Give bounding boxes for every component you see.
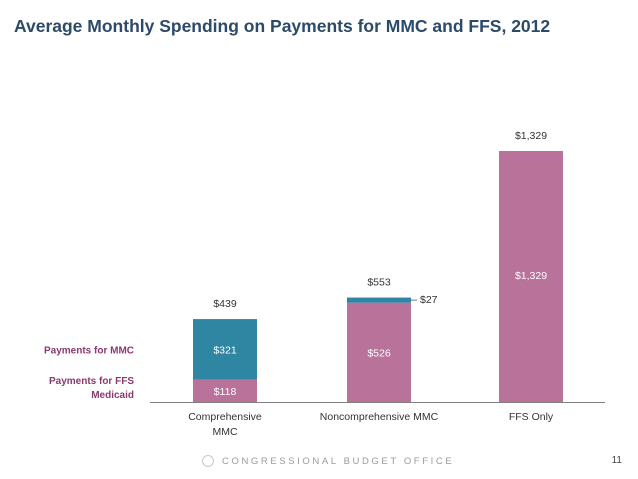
legend-label-mmc: Payments for MMC [44,345,134,356]
category-label-0-0: Comprehensive [188,411,262,423]
title-prefix: Average Monthly Spending on Payments for… [14,16,469,36]
footer: CONGRESSIONAL BUDGET OFFICE [202,455,454,467]
bar-ffs-2 [499,151,563,402]
cbo-logo-icon [202,455,214,467]
total-label-0: $439 [213,298,237,310]
category-label-0-1: MMC [212,426,237,438]
data-label-mmc-1: $27 [420,294,438,306]
legend-label-ffs: Payments for FFS [49,376,134,387]
category-label-1-0: Noncomprehensive MMC [320,411,439,423]
data-label-ffs-1: $526 [367,347,391,359]
category-label-2-0: FFS Only [509,411,554,423]
page-number: 11 [611,455,622,466]
bar-ffs-1 [347,302,411,402]
footer-text: CONGRESSIONAL BUDGET OFFICE [222,455,455,467]
bar-mmc-0 [193,319,257,380]
data-label-ffs-2: $1,329 [515,270,547,282]
legend-label-ffs: Medicaid [91,390,134,401]
data-label-ffs-0: $118 [214,386,237,398]
bar-mmc-1 [347,297,411,303]
bar-ffs-0 [193,379,257,402]
chart-title: Average Monthly Spending on Payments for… [14,16,550,37]
title-suffix: , 2012 [501,16,551,36]
total-label-1: $553 [367,277,391,289]
total-label-2: $1,329 [515,130,547,142]
title-highlight: FFS [468,16,502,36]
data-label-mmc-0: $321 [213,344,237,356]
